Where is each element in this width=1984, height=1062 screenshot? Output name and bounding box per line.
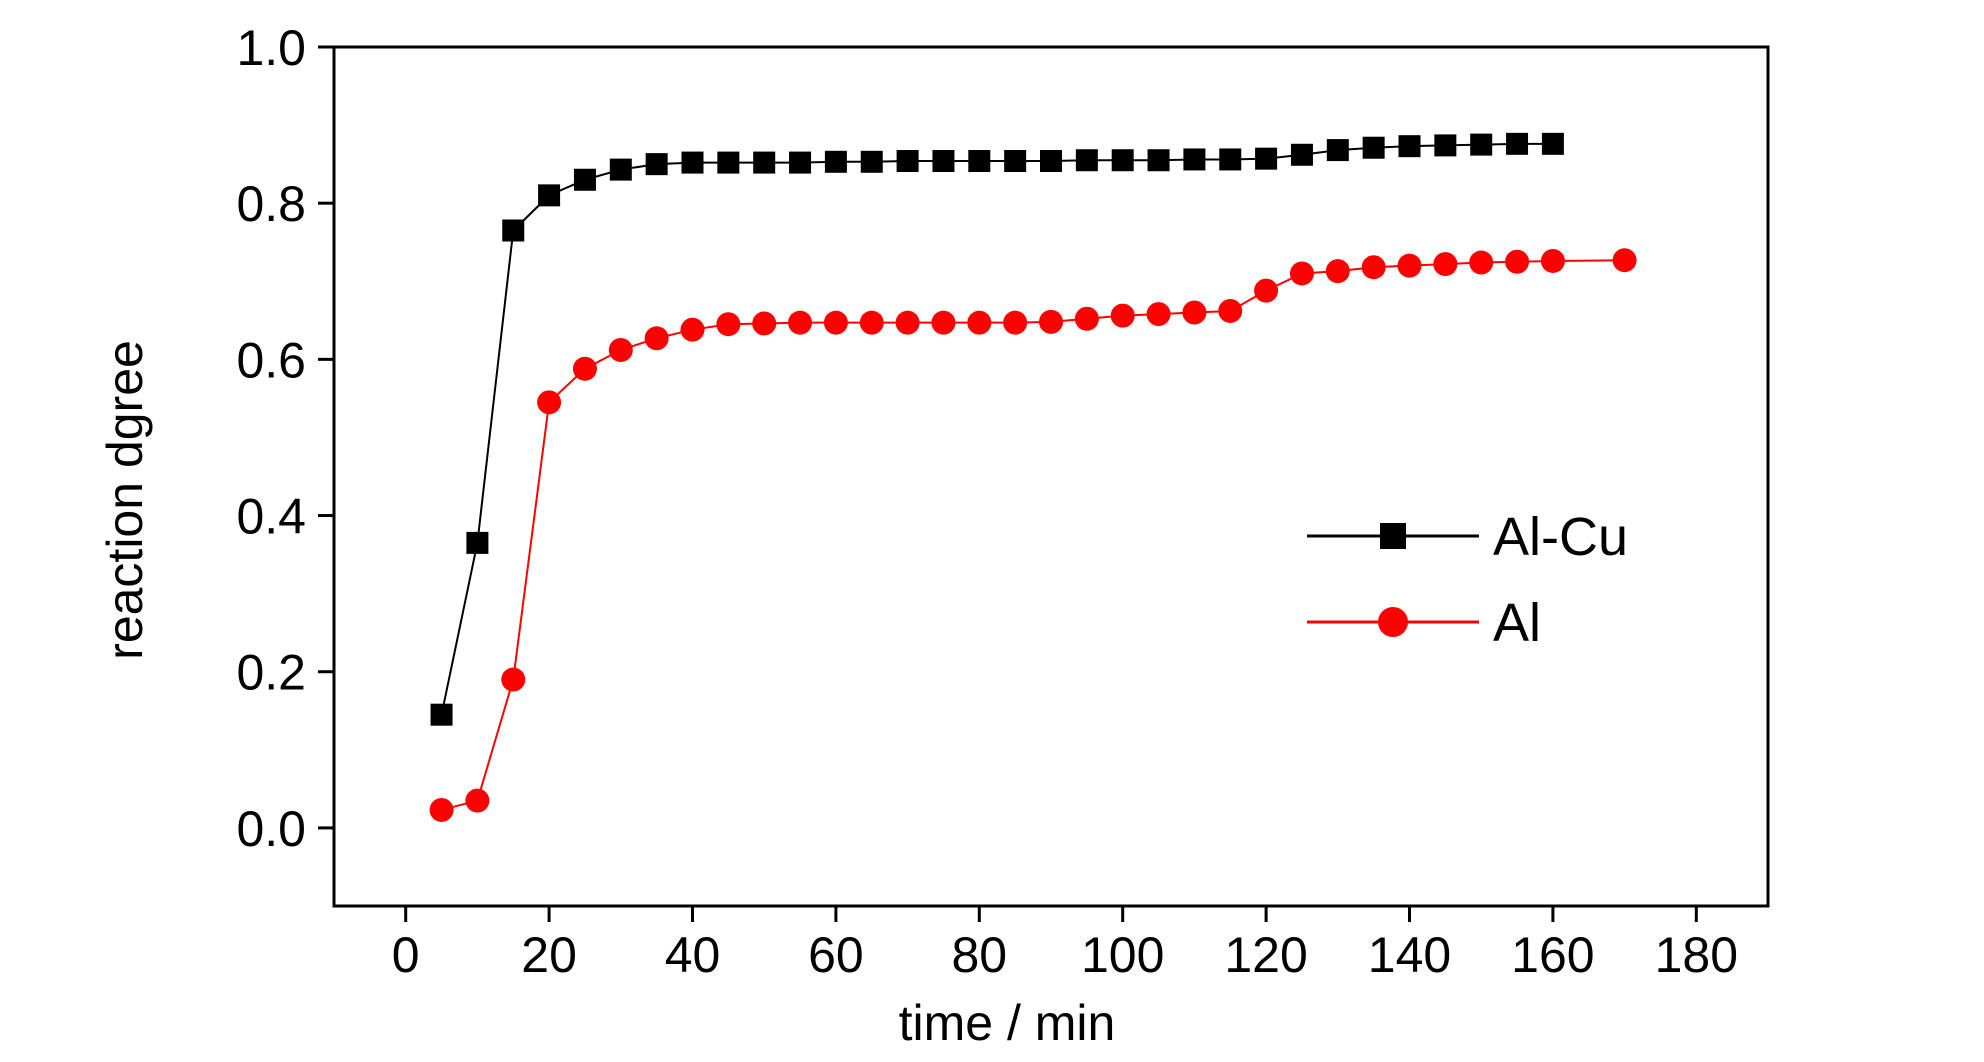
legend-marker [1378,607,1408,637]
data-point [1183,148,1206,171]
data-point [1289,261,1314,286]
y-tick-label: 0.8 [236,176,306,232]
x-axis-label: time / min [899,995,1116,1051]
data-point [681,151,704,174]
data-point [1326,139,1349,162]
data-point [645,153,668,176]
data-point [644,326,669,351]
data-point [538,184,561,207]
data-point [1004,150,1027,173]
legend-label: Al [1493,593,1541,653]
x-tick-label: 20 [521,927,577,983]
data-point [1470,133,1493,156]
data-point [1612,248,1637,273]
data-point [1398,135,1421,158]
data-point [967,310,992,335]
x-tick-label: 160 [1511,927,1594,983]
data-point [537,390,562,415]
data-point [1505,249,1530,274]
data-point [1111,149,1134,172]
data-point [430,703,453,726]
data-point [716,312,741,337]
data-point [502,219,525,242]
data-point [1541,132,1564,155]
data-point [1433,252,1458,277]
data-point [608,337,633,362]
legend-entry: Al [1307,593,1541,653]
data-point [1540,248,1565,273]
series-layer [429,132,1637,822]
data-point [789,151,812,174]
data-point [788,310,813,335]
data-point [429,797,454,822]
data-point [1397,253,1422,278]
data-point [465,788,490,813]
data-point [680,317,705,342]
data-point [968,150,991,173]
data-point [932,150,955,173]
data-point [1218,298,1243,323]
y-tick-label: 0.4 [236,489,306,545]
data-point [1219,148,1242,171]
data-point [1255,147,1278,170]
series-al [429,248,1637,822]
data-point [1506,132,1529,155]
data-point [753,151,776,174]
data-point [1110,303,1135,328]
data-point [1434,134,1457,157]
data-point [823,310,848,335]
y-tick-label: 0.6 [236,332,306,388]
x-tick-label: 40 [665,927,721,983]
data-point [896,150,919,173]
data-point [1003,310,1028,335]
data-point [1075,149,1098,172]
data-point [1040,150,1062,173]
x-tick-label: 120 [1224,927,1307,983]
y-tick-label: 1.0 [236,20,306,76]
data-point [1469,250,1494,275]
data-point [717,151,740,174]
data-point [609,158,632,181]
y-tick-label: 0.2 [236,645,306,701]
series-al-cu [430,132,1564,726]
data-point [824,150,847,173]
legend-marker [1380,523,1406,549]
data-point [1254,278,1279,303]
data-point [466,531,489,554]
data-point [1325,259,1350,284]
y-tick-label: 0.0 [236,801,306,857]
data-point [573,168,596,191]
data-point [860,150,883,173]
x-tick-label: 0 [392,927,420,983]
data-point [895,310,920,335]
data-point [1361,255,1386,280]
data-point [1182,300,1207,325]
data-point [752,311,777,336]
data-point [501,667,526,692]
y-axis-label: reaction dgree [97,340,153,660]
data-point [931,310,956,335]
legend-entry: Al-Cu [1307,507,1628,567]
x-tick-label: 100 [1081,927,1164,983]
x-tick-label: 80 [951,927,1007,983]
x-tick-label: 180 [1655,927,1738,983]
data-point [859,310,884,335]
data-point [1290,143,1313,166]
legend-label: Al-Cu [1493,507,1628,567]
data-point [1146,302,1171,327]
axes: 0 20 40 60 80 100 120 140 160 180 0.0 0.2 0.4 0.6 0.8 1… [236,20,1770,983]
data-point [1147,149,1170,172]
legend: Al-Cu Al [1307,507,1628,653]
x-tick-label: 60 [808,927,864,983]
data-point [1362,136,1385,159]
plot-frame [332,45,1770,908]
x-tick-label: 140 [1368,927,1451,983]
data-point [1074,306,1099,331]
data-point [1039,309,1063,334]
data-point [572,356,597,381]
